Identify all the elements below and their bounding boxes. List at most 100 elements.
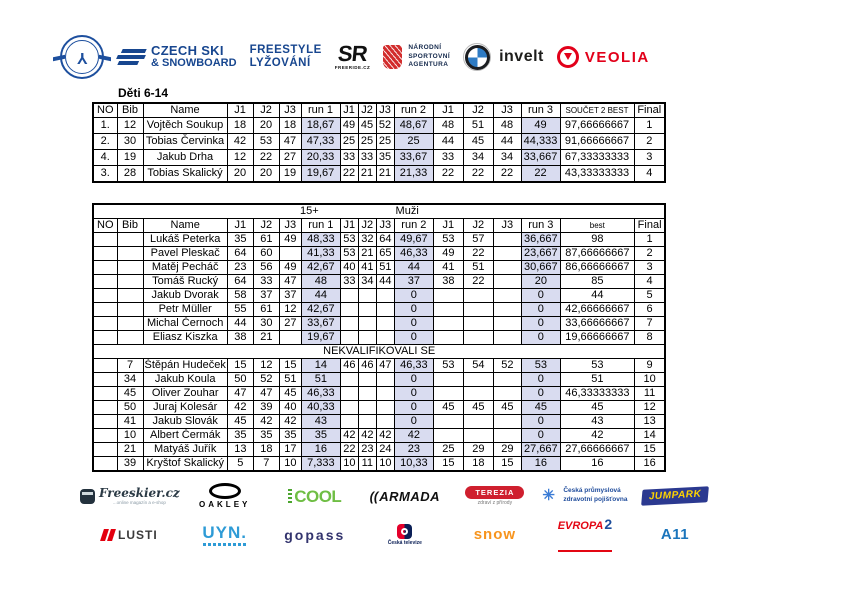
cell: 0 [393, 316, 434, 331]
cell: 52 [252, 372, 280, 387]
cell: 60 [252, 246, 280, 261]
freestyle-lyzovani-logo: FREESTYLE LYŽOVÁNÍ [250, 44, 322, 69]
cell [116, 246, 144, 261]
cell [375, 400, 395, 415]
table-row: Jakub Dvorak 58 37 37 44 0 0 44 5 [92, 288, 666, 303]
cell: 45 [116, 386, 144, 401]
cell [462, 386, 494, 401]
cell [492, 232, 522, 247]
cell: 67,33333333 [559, 149, 635, 166]
table-row: 3. 28 Tobias Skalický 20 20 19 19,67 22 21 21 21,3… [92, 165, 666, 183]
cpzp-line2: zdravotní pojišťovna [563, 496, 628, 503]
snow-logo: snow [474, 519, 516, 551]
nsa-text: NÁRODNÍ SPORTOVNÍ AGENTURA [408, 44, 450, 69]
cell: 28 [116, 165, 144, 183]
cell: 35 [226, 232, 254, 247]
cell: Jakub Koula [142, 372, 228, 387]
table-row: 50 Juraj Kolesár 42 39 40 40,33 0 45 45 45 45 45 12 [92, 400, 666, 415]
cell: 37 [278, 288, 302, 303]
cell: 64 [226, 246, 254, 261]
terezia-logo: TEREZIA zdraví z přírody [465, 480, 525, 512]
cell: 41 [357, 260, 377, 275]
nsa-lion-icon [383, 45, 403, 69]
cell: Kryštof Skalický [142, 456, 228, 472]
cell: 23 [393, 442, 434, 457]
bmw-roundel-icon [463, 43, 492, 71]
cell: 42 [278, 414, 302, 429]
cell [462, 428, 494, 443]
header-cell: best [559, 218, 635, 233]
cell [278, 330, 302, 345]
cell [92, 442, 118, 457]
cell: 20 [252, 117, 280, 134]
freeskier-icon [80, 488, 95, 504]
oakley-icon [208, 483, 241, 499]
cell: 22 [462, 165, 494, 183]
cell: 30 [116, 133, 144, 150]
cell: 5 [226, 456, 254, 472]
cell: 51 [462, 117, 494, 134]
veolia-ring-icon [556, 46, 579, 68]
cell: 55 [226, 302, 254, 317]
oakley-logo: OAKLEY [199, 480, 250, 512]
cell: 0 [520, 414, 561, 429]
cell [492, 288, 522, 303]
cell: 1. [92, 117, 118, 134]
header-cell: J3 [375, 102, 395, 118]
cell: 43 [300, 414, 341, 429]
cell [432, 414, 464, 429]
header-cell: J2 [357, 218, 377, 233]
cell [92, 260, 118, 275]
cell: 4. [92, 149, 118, 166]
cell: 0 [393, 288, 434, 303]
cell: 23 [357, 442, 377, 457]
cell: 33 [339, 149, 359, 166]
cell: Oliver Zouhar [142, 386, 228, 401]
cell [92, 358, 118, 373]
cell [375, 330, 395, 345]
cell: Albert Čermák [142, 428, 228, 443]
cell [432, 330, 464, 345]
cell: 29 [462, 442, 494, 457]
men-table-age-group: 15+ [300, 205, 319, 217]
cell: 44 [226, 316, 254, 331]
table-row: 4. 19 Jakub Drha 12 22 27 20,33 33 33 35 33,67 33 34… [92, 149, 666, 166]
cell: 11 [633, 386, 666, 401]
cell: 44 [393, 260, 434, 275]
cell: 38 [432, 274, 464, 289]
header-cell: J2 [462, 102, 494, 118]
badge-glyph: Y [76, 49, 88, 66]
cell: 20 [252, 165, 280, 183]
cell: 41 [116, 414, 144, 429]
cell [116, 232, 144, 247]
cell: 10 [633, 372, 666, 387]
cell: 25 [357, 133, 377, 150]
cell: 20 [520, 274, 561, 289]
cell [462, 288, 494, 303]
cell [339, 400, 359, 415]
header-cell: run 2 [393, 102, 434, 118]
cell: 40 [278, 400, 302, 415]
cell: 57 [462, 232, 494, 247]
uyn-logo: UYN. [202, 519, 247, 551]
table-row: Michal Černoch 44 30 27 33,67 0 0 33,66666667 7 [92, 316, 666, 331]
table-title-cell: Muži 15+ [92, 203, 666, 219]
children-table-title: Děti 6-14 [118, 86, 169, 100]
cell: 87,66666667 [559, 246, 635, 261]
table-row: 1. 12 Vojtěch Soukup 18 20 18 18,67 49 45 52 48,67… [92, 117, 666, 134]
cell: 43 [559, 414, 635, 429]
cell: Vojtěch Soukup [142, 117, 228, 134]
cell: 46,33333333 [559, 386, 635, 401]
cell: 48 [492, 117, 522, 134]
cell: 7 [252, 456, 280, 472]
table-row: Lukáš Peterka 35 61 49 48,33 53 32 64 49,67 53 57 3… [92, 232, 666, 247]
table-row: Petr Müller 55 61 12 42,67 0 0 42,66666667 6 [92, 302, 666, 317]
cell: Jakub Drha [142, 149, 228, 166]
cell [492, 386, 522, 401]
cell: 48,33 [300, 232, 341, 247]
cell: 21 [357, 165, 377, 183]
header-cell: Final [633, 102, 666, 118]
cool-logo: COOL [288, 480, 342, 512]
cell: 42 [393, 428, 434, 443]
cell [92, 330, 118, 345]
